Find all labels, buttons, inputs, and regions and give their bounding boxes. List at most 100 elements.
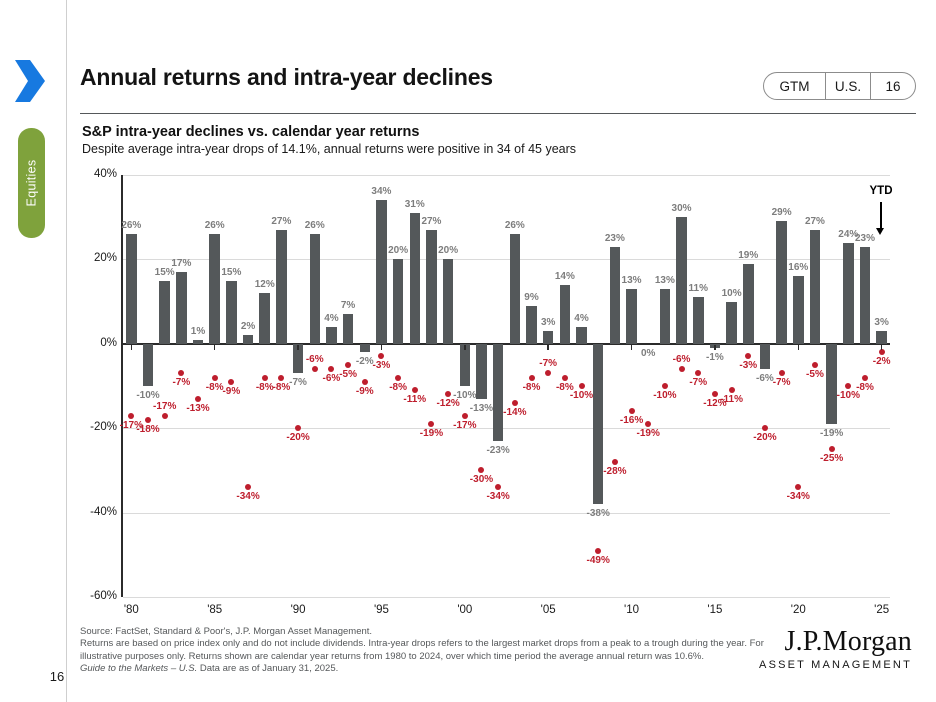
x-axis-tick: [630, 344, 633, 350]
intra-year-decline-label: -34%: [786, 491, 810, 503]
intra-year-decline-dot: [328, 366, 335, 373]
intra-year-decline-label: -10%: [836, 390, 860, 401]
intra-year-decline-label: -8%: [272, 381, 291, 393]
return-bar-label: 27%: [271, 215, 292, 227]
return-bar-label: 23%: [854, 232, 875, 244]
return-bar-label: 19%: [738, 249, 759, 261]
intra-year-decline-label: -6%: [322, 373, 341, 385]
return-bar-label: -10%: [453, 390, 477, 401]
return-bar: [609, 246, 621, 344]
intra-year-decline-dot: [695, 370, 702, 377]
return-bar: [859, 246, 871, 344]
jpmorgan-logo-subtitle: ASSET MANAGEMENT: [759, 659, 912, 671]
intra-year-decline-label: -5%: [339, 368, 357, 380]
return-bar-label: 3%: [540, 317, 556, 329]
jpm-chevron-icon: [15, 60, 45, 102]
footnote-note: Returns are based on price index only an…: [80, 638, 764, 662]
return-bar-label: 26%: [121, 220, 142, 232]
intra-year-decline-label: -11%: [720, 394, 743, 406]
x-axis-tick: [797, 344, 800, 350]
sidebar-tab-equities: Equities: [18, 128, 45, 238]
intra-year-decline-dot: [345, 361, 352, 368]
intra-year-decline-label: -30%: [469, 474, 494, 486]
intra-year-decline-dot: [445, 391, 452, 398]
gtm-badge: GTM U.S. 16: [763, 72, 916, 100]
intra-year-decline-label: -18%: [136, 423, 160, 435]
return-bar-label: 20%: [438, 245, 459, 257]
intra-year-decline-label: -10%: [569, 390, 594, 401]
intra-year-decline-label: -17%: [152, 400, 177, 412]
intra-year-decline-dot: [428, 420, 435, 427]
return-bar-label: 4%: [324, 312, 339, 324]
return-bar: [626, 288, 637, 344]
return-bar: [509, 234, 521, 344]
return-bar: [292, 343, 304, 374]
return-bar: [559, 284, 571, 344]
return-bar-label: 27%: [421, 215, 442, 227]
intra-year-decline-label: -28%: [603, 465, 627, 477]
return-bar-label: 20%: [388, 245, 409, 257]
x-axis-tick: [213, 344, 216, 350]
return-bar: [793, 276, 804, 344]
x-axis-tick: [714, 344, 716, 350]
return-bar-label: 27%: [804, 215, 825, 227]
chart-subtitle: Despite average intra-year drops of 14.1…: [82, 142, 577, 156]
intra-year-decline-label: -14%: [503, 406, 527, 418]
intra-year-decline-label: -17%: [119, 419, 143, 431]
intra-year-decline-dot: [728, 387, 735, 394]
gtm-badge-gtm: GTM: [779, 78, 810, 94]
intra-year-decline-label: -8%: [856, 381, 874, 393]
return-bar: [392, 259, 404, 344]
intra-year-decline-label: -20%: [286, 432, 310, 444]
y-axis-label: -60%: [90, 590, 117, 602]
gridline: [123, 259, 890, 261]
return-bar: [476, 343, 487, 399]
return-bar-label: 26%: [304, 220, 325, 232]
intra-year-decline-dot: [828, 446, 835, 453]
intra-year-decline-dot: [145, 416, 151, 423]
intra-year-decline-dot: [261, 374, 268, 381]
intra-year-decline-dot: [278, 374, 285, 381]
intra-year-decline-label: -7%: [172, 377, 191, 389]
intra-year-decline-dot: [711, 391, 718, 398]
intra-year-decline-label: -3%: [372, 360, 391, 372]
intra-year-decline-label: -8%: [389, 381, 407, 393]
return-bar: [176, 272, 187, 344]
intra-year-decline-label: -5%: [806, 368, 824, 380]
intra-year-decline-label: -8%: [255, 381, 274, 393]
return-bar: [592, 343, 604, 505]
intra-year-decline-label: -49%: [586, 554, 610, 566]
intra-year-decline-label: -10%: [653, 390, 677, 401]
y-axis-label: 40%: [93, 168, 117, 180]
return-bar: [492, 343, 504, 441]
return-bar-label: 16%: [788, 262, 809, 274]
page-number: 16: [49, 669, 65, 684]
return-bar: [526, 305, 537, 344]
intra-year-decline-dot: [378, 353, 385, 360]
return-bar: [826, 343, 837, 424]
intra-year-decline-label: -12%: [703, 398, 727, 410]
intra-year-decline-dot: [878, 349, 885, 356]
return-bar: [326, 326, 337, 344]
y-axis-label: -40%: [90, 505, 117, 518]
return-bar-label: 12%: [254, 279, 275, 291]
x-axis-label: '85: [207, 604, 223, 616]
intra-year-decline-dot: [678, 366, 685, 373]
return-bar-label: 4%: [574, 312, 589, 324]
return-bar-label: 10%: [721, 287, 742, 299]
return-bar-label: 9%: [524, 291, 539, 303]
return-bar-label: -23%: [486, 444, 510, 456]
return-bar-label: -1%: [706, 352, 724, 364]
intra-year-decline-label: -13%: [186, 402, 210, 414]
return-bar-label: 26%: [204, 220, 225, 232]
intra-year-decline-dot: [395, 374, 402, 381]
intra-year-decline-label: -34%: [486, 491, 510, 503]
intra-year-decline-label: -7%: [689, 377, 708, 389]
ytd-arrow: [880, 202, 882, 228]
intra-year-decline-dot: [228, 378, 235, 385]
page-title: Annual returns and intra-year declines: [80, 64, 493, 90]
return-bar: [726, 301, 737, 344]
gridline: [123, 597, 890, 598]
x-axis-tick: [297, 344, 299, 350]
intra-year-decline-dot: [411, 387, 418, 394]
